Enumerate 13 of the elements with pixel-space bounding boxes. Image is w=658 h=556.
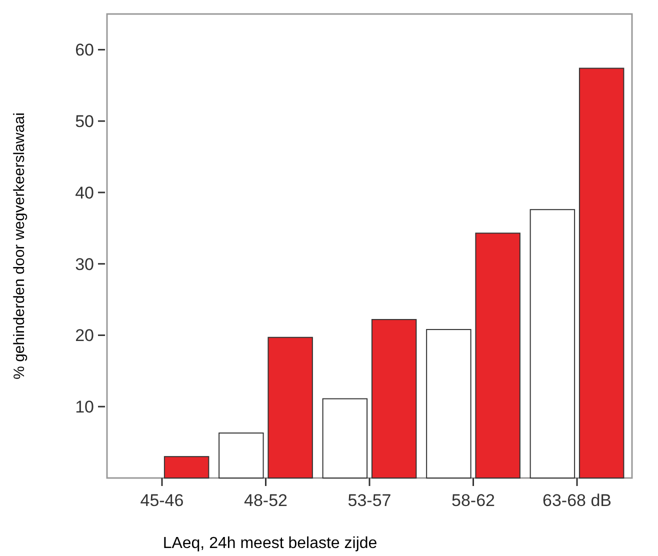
y-axis-title: % gehinderden door wegverkeerslawaai [11, 112, 28, 380]
y-tick-label: 30 [75, 254, 94, 274]
x-tick-label: 63-68 dB [542, 491, 612, 510]
y-tick-label: 40 [75, 183, 94, 202]
x-tick-label: 58-62 [452, 491, 495, 510]
y-tick-label: 20 [75, 326, 94, 346]
y-tick-label: 50 [75, 112, 94, 132]
x-tick-label: 53-57 [348, 491, 392, 510]
x-tick-label: 48-52 [244, 491, 288, 510]
y-tick-label: 10 [75, 398, 94, 417]
y-tick-label: 60 [75, 40, 94, 60]
x-tick-label: 45-46 [140, 491, 184, 510]
x-axis-title: LAeq, 24h meest belaste zijde [162, 535, 378, 552]
